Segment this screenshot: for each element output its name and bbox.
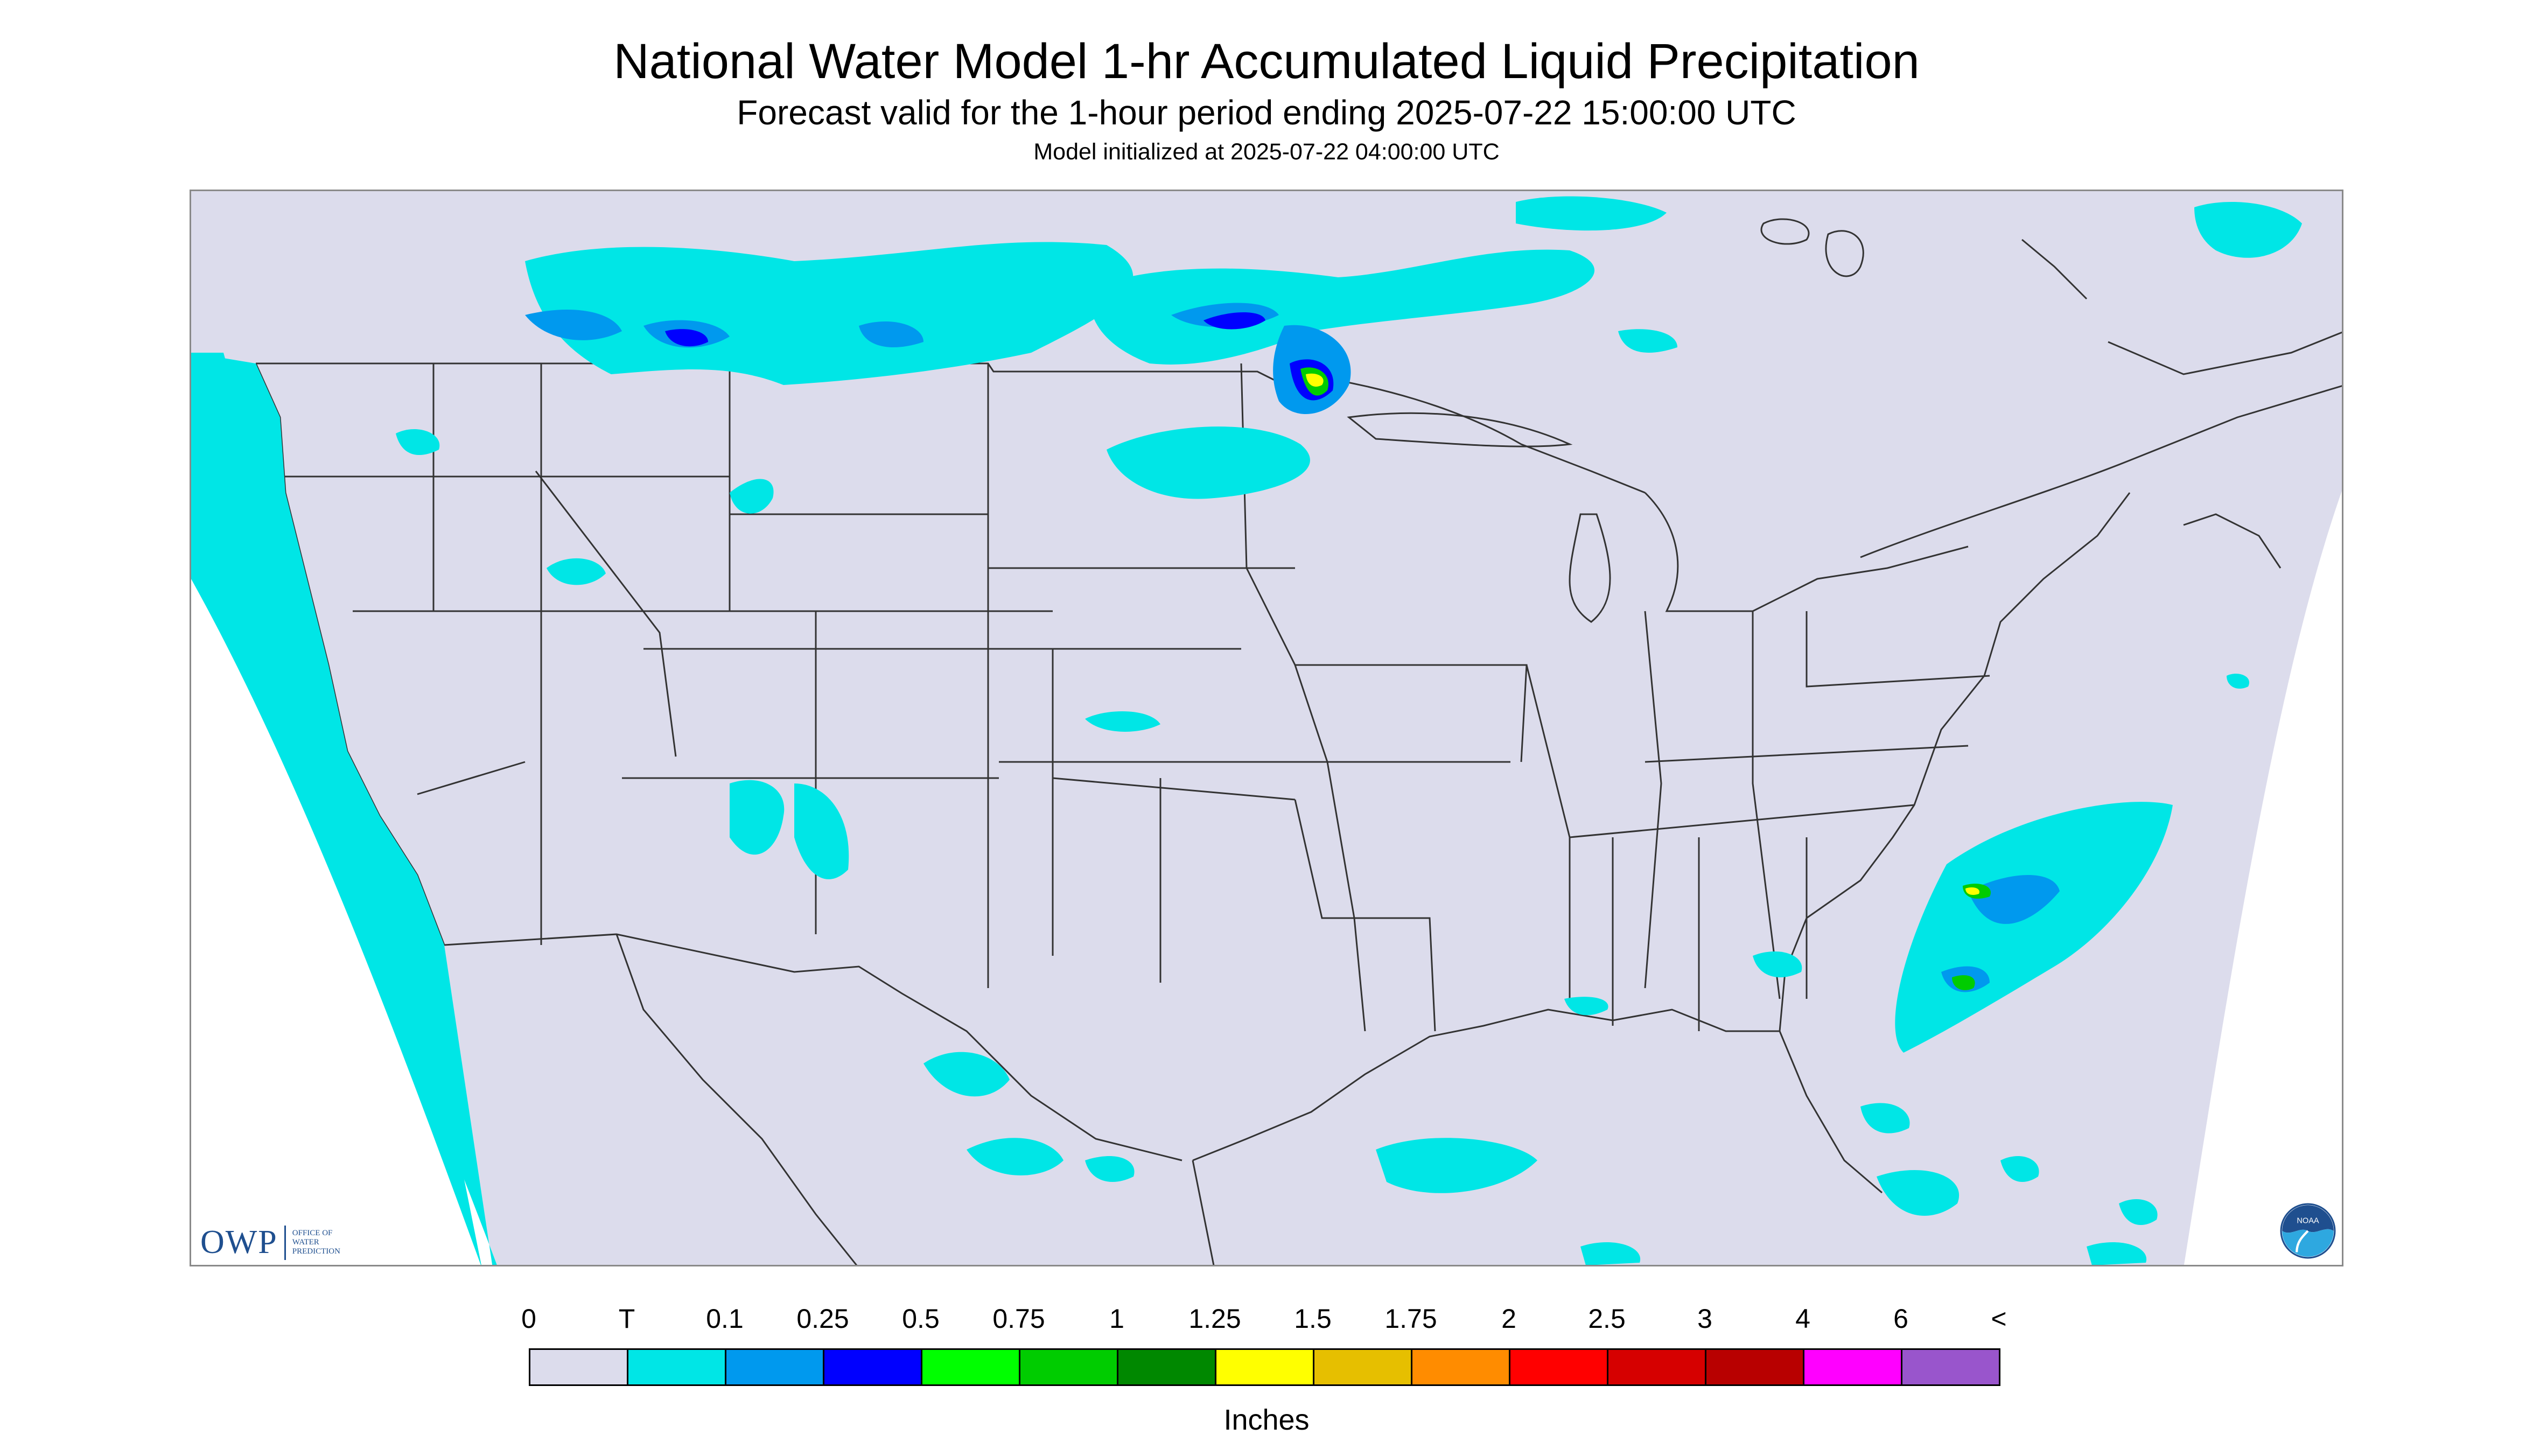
legend-tick-label: 0 — [521, 1304, 536, 1334]
legend-tick-label: 6 — [1893, 1304, 1908, 1334]
legend-tick-label: 3 — [1697, 1304, 1712, 1334]
legend-swatch — [1412, 1350, 1510, 1384]
legend-swatch — [922, 1350, 1020, 1384]
precip-trace — [191, 196, 2302, 1265]
legend-swatch — [1216, 1350, 1314, 1384]
legend-tick-label: 1.75 — [1384, 1304, 1437, 1334]
legend-swatch — [726, 1350, 824, 1384]
legend-swatch — [1706, 1350, 1804, 1384]
owp-logo-line-3: PREDICTION — [292, 1247, 340, 1256]
map-canvas — [191, 191, 2342, 1265]
legend-tick-label: 1.5 — [1294, 1304, 1332, 1334]
legend-tick-label: 1.25 — [1188, 1304, 1241, 1334]
legend-swatch — [1314, 1350, 1412, 1384]
owp-logo-line-2: WATER — [292, 1238, 319, 1247]
noaa-logo-text: NOAA — [2297, 1216, 2319, 1225]
legend-swatch — [1608, 1350, 1706, 1384]
legend-tick-label: 0.5 — [902, 1304, 940, 1334]
owp-logo-divider — [284, 1225, 286, 1260]
legend-swatch — [1902, 1350, 2000, 1384]
precip-light — [525, 303, 2060, 992]
legend-tick-label: 0.75 — [992, 1304, 1045, 1334]
legend-swatch — [1510, 1350, 1608, 1384]
legend-color-bar — [529, 1348, 2000, 1386]
legend-tick-label: 0.1 — [706, 1304, 744, 1334]
legend-swatch — [628, 1350, 726, 1384]
legend-tick-label: T — [618, 1304, 635, 1334]
legend-tick-label: 2.5 — [1588, 1304, 1626, 1334]
forecast-valid-subtitle: Forecast valid for the 1-hour period end… — [737, 93, 1796, 132]
precipitation-map — [190, 190, 2343, 1266]
owp-logo-line-1: OFFICE OF — [292, 1229, 333, 1237]
owp-logo: OWP OFFICE OF WATER PREDICTION — [200, 1223, 340, 1262]
precipitation-legend: 0 T 0.1 0.25 0.5 0.75 1 1.25 1.5 1.75 2 2.5 3 4 6 < Inc… — [0, 1282, 2533, 1454]
owp-logo-text: OWP — [200, 1224, 278, 1261]
legend-swatch — [1020, 1350, 1118, 1384]
legend-tick-label: < — [1991, 1304, 2007, 1334]
legend-swatch — [530, 1350, 628, 1384]
legend-units-label: Inches — [1223, 1404, 1310, 1436]
legend-tick-label: 4 — [1795, 1304, 1810, 1334]
model-domain — [191, 191, 2342, 1265]
legend-swatch — [1804, 1350, 1902, 1384]
boundaries — [255, 218, 2342, 1265]
precip-intense — [1306, 373, 1979, 895]
legend-tick-label: 0.25 — [796, 1304, 849, 1334]
legend-tick-label: 1 — [1109, 1304, 1124, 1334]
legend-tick-label: 2 — [1501, 1304, 1516, 1334]
legend-swatch — [1118, 1350, 1216, 1384]
model-init-note: Model initialized at 2025-07-22 04:00:00… — [1033, 139, 1500, 165]
owp-logo-subtitle: OFFICE OF WATER PREDICTION — [292, 1229, 340, 1256]
noaa-logo-icon: NOAA — [2280, 1203, 2336, 1259]
map-title: National Water Model 1-hr Accumulated Li… — [613, 34, 1920, 89]
legend-swatch — [824, 1350, 922, 1384]
